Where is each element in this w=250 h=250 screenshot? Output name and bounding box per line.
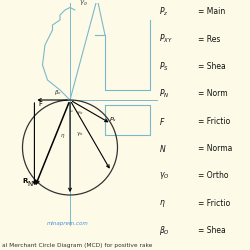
Text: = Main: = Main <box>198 8 225 16</box>
Text: = Norma: = Norma <box>198 144 232 153</box>
Text: $F$: $F$ <box>159 116 165 127</box>
Text: = Ortho: = Ortho <box>198 171 228 180</box>
Text: minaprem.com: minaprem.com <box>46 221 88 226</box>
Text: R: R <box>23 178 28 184</box>
Text: $P_S$: $P_S$ <box>159 60 169 73</box>
Text: = Shea: = Shea <box>198 226 226 235</box>
Text: = Shea: = Shea <box>198 62 226 71</box>
Text: $P_{XY}$: $P_{XY}$ <box>159 33 173 46</box>
Text: = Norm: = Norm <box>198 89 228 98</box>
Text: $\eta$: $\eta$ <box>159 198 166 209</box>
Text: = Res: = Res <box>198 35 220 44</box>
Text: $N$: $N$ <box>159 143 166 154</box>
Text: $\eta$: $\eta$ <box>60 132 65 140</box>
Text: = Frictio: = Frictio <box>198 117 230 126</box>
Text: $P_N$: $P_N$ <box>159 88 169 100</box>
Text: = Frictio: = Frictio <box>198 199 230 208</box>
Text: N: N <box>27 180 32 186</box>
Text: $\beta_o$: $\beta_o$ <box>54 88 62 97</box>
Text: $\gamma_O$: $\gamma_O$ <box>159 170 169 181</box>
Text: al Merchant Circle Diagram (MCD) for positive rake: al Merchant Circle Diagram (MCD) for pos… <box>2 242 153 248</box>
Text: $P_z$: $P_z$ <box>159 6 168 18</box>
Text: $\gamma_o$: $\gamma_o$ <box>76 109 84 117</box>
Text: $P_s$: $P_s$ <box>109 115 117 124</box>
Text: $\beta_O$: $\beta_O$ <box>159 224 170 237</box>
Text: F: F <box>38 101 42 107</box>
Text: $\gamma_o$: $\gamma_o$ <box>76 130 84 138</box>
Text: $\gamma_o$: $\gamma_o$ <box>79 0 88 8</box>
